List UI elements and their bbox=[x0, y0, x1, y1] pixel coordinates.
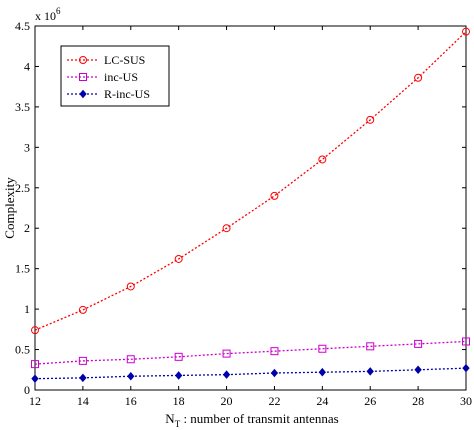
x-tick-label: 14 bbox=[77, 394, 89, 408]
y-tick-label: 0.5 bbox=[15, 343, 30, 357]
x-tick-label: 24 bbox=[316, 394, 328, 408]
y-tick-label: 2.5 bbox=[15, 181, 30, 195]
y-tick-label: 0 bbox=[24, 383, 30, 397]
data-point-r-inc-us bbox=[175, 371, 183, 380]
y-tick-label: 1.5 bbox=[15, 262, 30, 276]
series-lc-sus bbox=[31, 27, 470, 335]
data-point-inc-us bbox=[462, 337, 470, 346]
data-point-inc-us bbox=[174, 352, 183, 361]
y-multiplier-exponent: 6 bbox=[56, 6, 61, 16]
y-axis-label: Complexity bbox=[2, 177, 17, 239]
data-point-inc-us bbox=[318, 344, 327, 353]
data-point-inc-us bbox=[414, 339, 423, 348]
data-point-inc-us bbox=[78, 356, 87, 365]
y-tick-label: 1 bbox=[24, 302, 30, 316]
data-point-r-inc-us bbox=[270, 368, 279, 378]
legend: LC-SUS inc-US R-inc-US bbox=[60, 45, 170, 107]
x-axis-ticks: 12 14 16 18 20 22 24 26 28 30 bbox=[29, 26, 472, 408]
series-r-inc-us bbox=[31, 363, 470, 383]
legend-item-inc-us: inc-US bbox=[67, 70, 138, 84]
x-label-main: N bbox=[165, 411, 175, 426]
x-tick-label: 12 bbox=[29, 394, 41, 408]
data-point-inc-us bbox=[270, 347, 279, 356]
data-point-r-inc-us bbox=[222, 370, 231, 379]
legend-item-lc-sus: LC-SUS bbox=[67, 53, 145, 67]
data-point-inc-us bbox=[31, 360, 39, 369]
x-tick-label: 16 bbox=[125, 394, 137, 408]
legend-marker bbox=[79, 73, 87, 81]
data-point-r-inc-us bbox=[127, 371, 135, 381]
x-tick-label: 20 bbox=[221, 394, 233, 408]
data-point-lc-sus bbox=[270, 191, 279, 200]
data-point-r-inc-us bbox=[414, 365, 422, 375]
legend-marker bbox=[79, 56, 87, 64]
data-point-lc-sus bbox=[366, 115, 375, 124]
y-tick-label: 4 bbox=[24, 59, 30, 73]
data-point-lc-sus bbox=[31, 326, 39, 335]
legend-marker bbox=[79, 89, 87, 99]
series-layer bbox=[31, 27, 470, 383]
data-point-inc-us bbox=[222, 349, 231, 358]
y-tick-label: 4.5 bbox=[15, 19, 30, 33]
data-point-r-inc-us bbox=[318, 367, 326, 377]
x-tick-label: 28 bbox=[412, 394, 424, 408]
y-tick-label: 3.5 bbox=[15, 100, 30, 114]
data-point-lc-sus bbox=[78, 305, 87, 314]
x-axis-label: NT : number of transmit antennas bbox=[165, 411, 338, 429]
data-point-inc-us bbox=[126, 355, 135, 364]
legend-label: LC-SUS bbox=[104, 53, 145, 67]
data-point-lc-sus bbox=[174, 254, 183, 263]
data-point-r-inc-us bbox=[79, 373, 87, 383]
y-multiplier-base: x 10 bbox=[35, 9, 56, 23]
data-point-lc-sus bbox=[414, 73, 423, 82]
data-point-lc-sus bbox=[222, 224, 231, 233]
x-tick-label: 30 bbox=[460, 394, 472, 408]
x-tick-label: 18 bbox=[173, 394, 185, 408]
data-point-r-inc-us bbox=[366, 367, 374, 376]
data-point-lc-sus bbox=[318, 155, 327, 164]
data-point-r-inc-us bbox=[462, 363, 470, 373]
data-point-r-inc-us bbox=[31, 374, 39, 383]
legend-item-r-inc-us: R-inc-US bbox=[67, 87, 150, 101]
x-label-subscript: T bbox=[175, 419, 181, 429]
y-multiplier: x 106 bbox=[35, 6, 61, 23]
legend-label: inc-US bbox=[104, 70, 138, 84]
series-line-lc-sus bbox=[34, 31, 467, 331]
x-tick-label: 26 bbox=[364, 394, 376, 408]
legend-label: R-inc-US bbox=[104, 87, 150, 101]
data-point-lc-sus bbox=[126, 282, 135, 291]
x-tick-label: 22 bbox=[268, 394, 280, 408]
x-label-rest: : number of transmit antennas bbox=[180, 411, 339, 426]
y-axis-ticks: 0 0.5 1 1.5 2 2.5 3 3.5 4 4.5 bbox=[15, 19, 466, 397]
data-point-lc-sus bbox=[462, 27, 470, 36]
y-tick-label: 3 bbox=[24, 140, 30, 154]
series-inc-us bbox=[31, 337, 470, 369]
data-point-inc-us bbox=[366, 342, 375, 351]
y-tick-label: 2 bbox=[24, 221, 30, 235]
